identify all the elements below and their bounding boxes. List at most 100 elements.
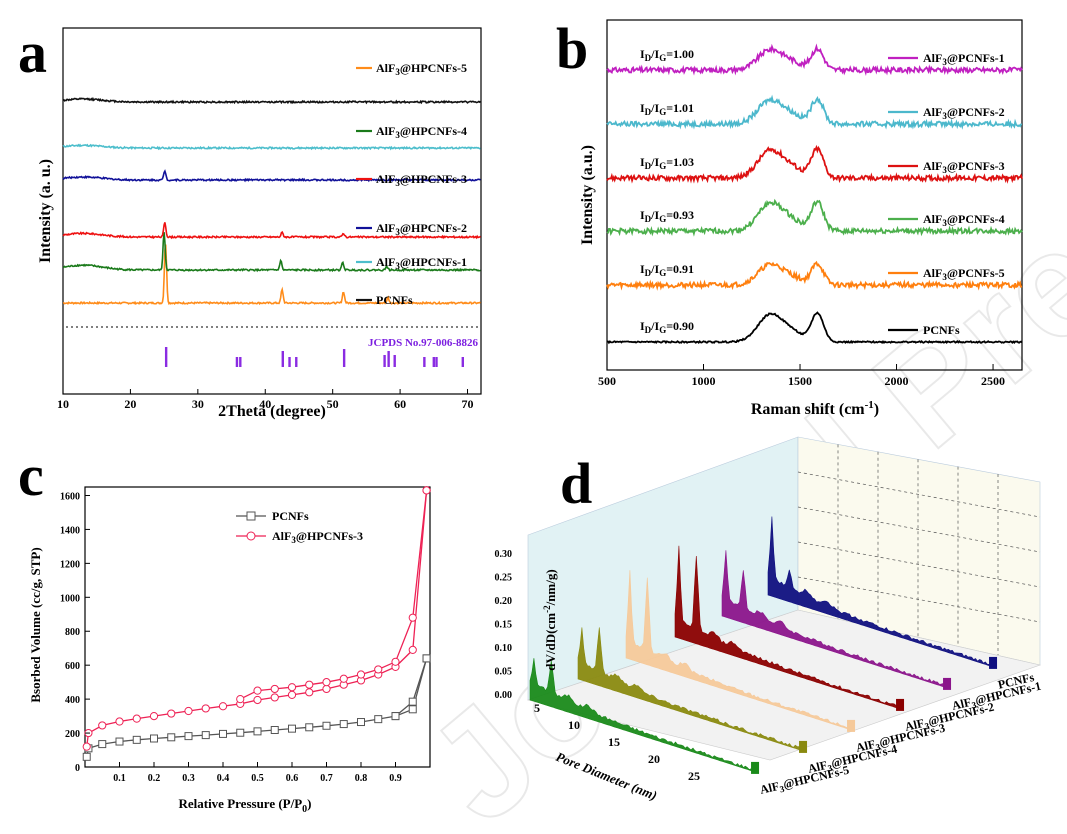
series-label-text: AlF bbox=[759, 779, 781, 797]
series-label-subscript: 3 bbox=[827, 763, 834, 774]
series-label-subscript: 3 bbox=[779, 784, 786, 795]
ratio-label-part: I bbox=[640, 47, 645, 61]
panel-b-x-label-end: ) bbox=[874, 401, 879, 418]
adsorption-point-pcnfs bbox=[270, 726, 279, 735]
ratio-label-part: /I bbox=[650, 47, 659, 61]
panel-b-x-label-sup: -1 bbox=[865, 399, 874, 411]
legend-label-subscript: 3 bbox=[942, 57, 947, 67]
legend-label-hpcnfs3-c: @HPCNFs-3 bbox=[296, 529, 363, 543]
adsorption-point-pcnfs bbox=[236, 728, 245, 737]
legend-label-alf3-hpcnfs-1: AlF3@HPCNFs-1 bbox=[376, 255, 467, 271]
desorption-point-alf3-hpcnfs-3 bbox=[253, 686, 262, 695]
y-tick-label: 600 bbox=[65, 661, 80, 672]
y-tick-label: 400 bbox=[65, 695, 80, 706]
panel-c-x-label: Relative Pressure (P/P0) bbox=[178, 796, 311, 815]
y-tick-label: 800 bbox=[65, 627, 80, 638]
ratio-label-part: I bbox=[640, 319, 645, 333]
ratio-label-part: D bbox=[645, 53, 652, 63]
xrd-line-alf3-hpcnfs-1 bbox=[62, 143, 481, 151]
adsorption-point-alf3-hpcnfs-3 bbox=[201, 704, 210, 713]
ratio-label-alf3-pcnfs-5: ID/IG=0.91 bbox=[640, 262, 694, 278]
ratio-label-part: /I bbox=[650, 155, 659, 169]
adsorption-point-alf3-hpcnfs-3 bbox=[132, 714, 141, 723]
desorption-point-alf3-hpcnfs-3 bbox=[391, 657, 400, 666]
legend-label-text: @HPCNFs-2 bbox=[400, 221, 467, 235]
desorption-point-alf3-hpcnfs-3 bbox=[408, 613, 417, 622]
adsorption-point-alf3-hpcnfs-3 bbox=[322, 684, 331, 694]
legend-label-text: AlF bbox=[376, 221, 395, 235]
adsorption-point-pcnfs bbox=[150, 734, 158, 743]
legend-label-text: @PCNFs-2 bbox=[947, 105, 1005, 119]
panel-d-z-label-c: /nm/g) bbox=[543, 569, 558, 606]
ratio-label-part: /I bbox=[650, 319, 659, 333]
desorption-point-pcnfs bbox=[422, 654, 431, 663]
panel-letter-c: c bbox=[18, 443, 44, 508]
ribbon-end-cap bbox=[751, 761, 760, 774]
x-tick-label: 20 bbox=[648, 752, 660, 766]
series-label-text: AlF bbox=[951, 695, 973, 713]
legend-label-text: PCNFs bbox=[923, 323, 960, 337]
desorption-point-pcnfs bbox=[408, 697, 417, 706]
ribbon-end-cap bbox=[847, 719, 856, 732]
ratio-label-pcnfs: ID/IG=0.90 bbox=[640, 319, 694, 335]
x-tick-label: 0.2 bbox=[148, 773, 161, 784]
ratio-label-alf3-pcnfs-4: ID/IG=0.93 bbox=[640, 208, 694, 224]
ratio-label-part: =1.01 bbox=[666, 101, 694, 115]
legend-label-alf3-hpcnfs-4: AlF3@HPCNFs-4 bbox=[376, 124, 467, 140]
legend-label-subscript: 3 bbox=[395, 178, 400, 188]
panel-a-y-label: Intensity (a. u.) bbox=[37, 159, 54, 263]
adsorption-point-pcnfs bbox=[408, 705, 417, 714]
adsorption-point-alf3-hpcnfs-3 bbox=[167, 709, 176, 718]
panel-c-x-label-sub: 0 bbox=[302, 804, 307, 815]
x-tick-label: 0.8 bbox=[355, 773, 368, 784]
desorption-point-alf3-hpcnfs-3 bbox=[356, 670, 366, 679]
legend-label-text: AlF bbox=[923, 212, 942, 226]
adsorption-point-alf3-hpcnfs-3 bbox=[305, 688, 314, 697]
ribbon-end-cap bbox=[943, 677, 952, 690]
xrd-line-alf3-hpcnfs-3 bbox=[62, 222, 481, 240]
raman-line-alf3-pcnfs-1 bbox=[606, 43, 1023, 77]
legend-label-text: @PCNFs-1 bbox=[947, 51, 1005, 65]
adsorption-point-alf3-hpcnfs-3 bbox=[98, 721, 107, 730]
adsorption-point-alf3-hpcnfs-3 bbox=[287, 690, 297, 699]
adsorption-point-pcnfs bbox=[305, 723, 314, 732]
ratio-label-part: =0.93 bbox=[666, 208, 694, 222]
legend-marker-pcnfs bbox=[246, 511, 256, 521]
panel-a-frame bbox=[62, 27, 482, 395]
y-tick-label: 200 bbox=[65, 729, 80, 740]
ratio-label-part: I bbox=[640, 208, 645, 222]
ratio-label-part: =0.90 bbox=[666, 319, 694, 333]
adsorption-point-pcnfs bbox=[219, 729, 227, 738]
legend-label-text: AlF bbox=[923, 51, 942, 65]
legend-label-text: @PCNFs-5 bbox=[947, 266, 1005, 280]
desorption-point-pcnfs bbox=[391, 712, 400, 721]
adsorption-point-alf3-hpcnfs-3 bbox=[115, 717, 124, 726]
ribbon-end-cap bbox=[989, 656, 998, 669]
legend-label-alf3-hpcnfs-3: AlF3@HPCNFs-3 bbox=[376, 172, 467, 188]
legend-label-text: AlF bbox=[376, 124, 395, 138]
x-tick-label: 0.5 bbox=[251, 773, 264, 784]
panel-a-x-ticks: 10 20 30 40 50 60 70 bbox=[57, 389, 474, 411]
adsorption-point-pcnfs bbox=[201, 731, 210, 740]
panel-d-z-label-sup: -2 bbox=[542, 605, 552, 613]
x-tick-label: 0.6 bbox=[286, 773, 299, 784]
ratio-label-part: G bbox=[659, 107, 666, 117]
legend-label-text: AlF bbox=[376, 172, 395, 186]
adsorption-point-pcnfs bbox=[374, 715, 383, 724]
legend-label-hpcnfs3-a: AlF bbox=[272, 529, 291, 543]
ratio-label-part: =1.00 bbox=[666, 47, 694, 61]
adsorption-point-pcnfs bbox=[357, 718, 365, 727]
raman-line-alf3-pcnfs-2 bbox=[606, 94, 1023, 130]
legend-label-alf3-pcnfs-3: AlF3@PCNFs-3 bbox=[923, 159, 1005, 175]
adsorption-point-pcnfs bbox=[115, 737, 124, 746]
panel-a-legend: AlF3@HPCNFs-5AlF3@HPCNFs-4AlF3@HPCNFs-3A… bbox=[356, 61, 467, 307]
ratio-label-part: D bbox=[645, 214, 652, 224]
legend-label-text: @HPCNFs-1 bbox=[400, 255, 467, 269]
adsorption-point-alf3-hpcnfs-3 bbox=[408, 645, 417, 655]
panel-c-y-label: Bsorbed Volume (cc/g, STP) bbox=[28, 547, 43, 702]
raman-line-alf3-pcnfs-3 bbox=[606, 144, 1023, 184]
panel-letter-a: a bbox=[18, 20, 47, 85]
adsorption-point-pcnfs bbox=[167, 733, 176, 742]
x-tick-label: 60 bbox=[394, 397, 406, 411]
